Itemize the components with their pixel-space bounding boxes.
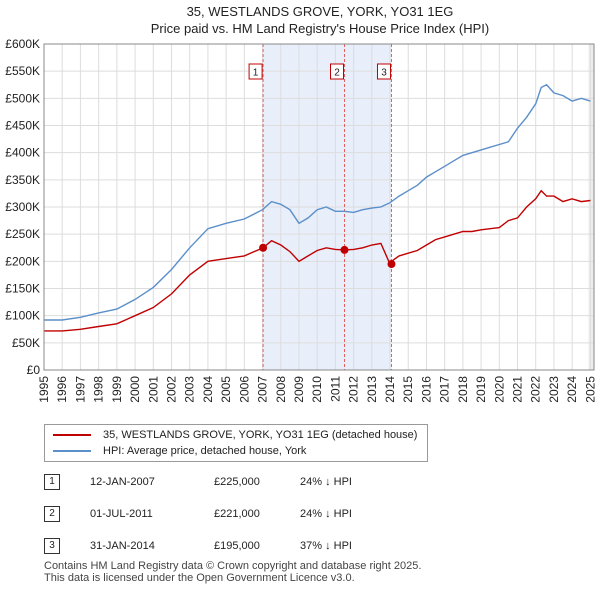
- sale-label-text: 2: [334, 68, 340, 79]
- legend-label-property: 35, WESTLANDS GROVE, YORK, YO31 1EG (det…: [103, 429, 418, 441]
- sale-row: 3 31-JAN-2014 £195,000 37% ↓ HPI: [44, 538, 404, 558]
- sale-number-badge: 3: [44, 538, 60, 554]
- x-tick-label: 2001: [146, 376, 160, 403]
- sale-delta: 24% ↓ HPI: [300, 508, 352, 520]
- footer: Contains HM Land Registry data © Crown c…: [44, 560, 421, 584]
- y-tick-label: £550K: [5, 64, 40, 78]
- axis-layer: £0 £50K £100K £150K £200K £250K £300K £350K £400…: [5, 37, 597, 403]
- x-tick-label: 2003: [183, 376, 197, 403]
- footer-copyright: Contains HM Land Registry data © Crown c…: [44, 560, 422, 572]
- x-tick-label: 2016: [419, 376, 433, 403]
- chart: 35, WESTLANDS GROVE, YORK, YO31 1EG Pric…: [5, 4, 597, 403]
- x-tick-label: 1997: [73, 376, 87, 403]
- y-tick-label: £150K: [5, 282, 40, 296]
- x-tick-label: 2020: [492, 376, 506, 403]
- x-tick-label: 2013: [365, 376, 379, 403]
- marker-layer: 1 2 3: [248, 63, 396, 269]
- series-line-hpi: [44, 83, 591, 321]
- series-layer: [44, 83, 591, 332]
- y-tick-label: £300K: [5, 200, 40, 214]
- x-tick-label: 1995: [37, 376, 51, 403]
- grid-layer: [43, 43, 594, 371]
- sale-row: 1 12-JAN-2007 £225,000 24% ↓ HPI: [44, 474, 404, 494]
- sale-date: 01-JUL-2011: [90, 508, 153, 520]
- x-tick-label: 2024: [565, 376, 579, 403]
- y-tick-label: £450K: [5, 119, 40, 133]
- x-tick-label: 2022: [529, 376, 543, 403]
- x-tick-label: 2006: [237, 376, 251, 403]
- x-tick-label: 1999: [110, 376, 124, 403]
- x-tick-label: 2017: [438, 376, 452, 403]
- x-tick-label: 1996: [55, 376, 69, 403]
- sale-point: [387, 260, 396, 269]
- y-tick-label: £350K: [5, 173, 40, 187]
- sale-point: [340, 245, 349, 254]
- legend-label-hpi: HPI: Average price, detached house, York: [103, 445, 307, 457]
- sale-delta: 37% ↓ HPI: [300, 540, 352, 552]
- legend-item-property: 35, WESTLANDS GROVE, YORK, YO31 1EG (det…: [53, 428, 417, 442]
- sale-label-text: 3: [381, 68, 387, 79]
- chart-title: 35, WESTLANDS GROVE, YORK, YO31 1EG: [187, 4, 454, 19]
- sale-label-text: 1: [253, 68, 259, 79]
- footer-license: This data is licensed under the Open Gov…: [44, 572, 355, 584]
- x-tick-label: 2004: [201, 376, 215, 403]
- legend-item-hpi: HPI: Average price, detached house, York: [53, 444, 306, 458]
- x-tick-label: 2019: [474, 376, 488, 403]
- sale-price: £225,000: [214, 476, 260, 488]
- y-tick-label: £600K: [5, 37, 40, 51]
- sale-label-box: [248, 63, 263, 80]
- plot-frame: [43, 43, 595, 371]
- x-tick-label: 2015: [401, 376, 415, 403]
- sale-number-badge: 1: [44, 474, 60, 490]
- chart-subtitle: Price paid vs. HM Land Registry's House …: [151, 21, 489, 36]
- x-tick-label: 1998: [92, 376, 106, 403]
- y-tick-label: £500K: [5, 91, 40, 105]
- sale-date: 12-JAN-2007: [90, 476, 155, 488]
- sale-delta: 24% ↓ HPI: [300, 476, 352, 488]
- y-tick-label: £0: [27, 363, 41, 377]
- sale-label-box: [329, 63, 344, 80]
- sale-label-box: [376, 63, 391, 80]
- sale-date: 31-JAN-2014: [90, 540, 155, 552]
- x-tick-label: 2000: [128, 376, 142, 403]
- sale-price: £221,000: [214, 508, 260, 520]
- sale-price: £195,000: [214, 540, 260, 552]
- y-tick-label: £100K: [5, 309, 40, 323]
- legend: 35, WESTLANDS GROVE, YORK, YO31 1EG (det…: [44, 424, 428, 462]
- x-tick-label: 2012: [347, 376, 361, 403]
- x-tick-label: 2011: [328, 376, 342, 402]
- y-tick-label: £50K: [12, 336, 40, 350]
- x-tick-label: 2005: [219, 376, 233, 403]
- legend-swatch-property: [53, 434, 91, 436]
- x-tick-label: 2010: [310, 376, 324, 403]
- x-tick-label: 2018: [456, 376, 470, 403]
- x-tick-label: 2009: [292, 376, 306, 403]
- sale-row: 2 01-JUL-2011 £221,000 24% ↓ HPI: [44, 506, 404, 526]
- series-line-property: [44, 189, 591, 332]
- y-tick-label: £250K: [5, 227, 40, 241]
- x-tick-label: 2002: [164, 376, 178, 403]
- y-tick-label: £400K: [5, 146, 40, 160]
- x-tick-label: 2007: [256, 376, 270, 403]
- x-tick-label: 2014: [383, 376, 397, 403]
- x-tick-label: 2025: [583, 376, 597, 403]
- sale-number-badge: 2: [44, 506, 60, 522]
- x-tick-label: 2008: [274, 376, 288, 403]
- legend-swatch-hpi: [53, 450, 91, 452]
- y-tick-label: £200K: [5, 254, 40, 268]
- x-tick-label: 2023: [547, 376, 561, 403]
- sale-point: [259, 243, 268, 252]
- x-tick-label: 2021: [511, 376, 525, 403]
